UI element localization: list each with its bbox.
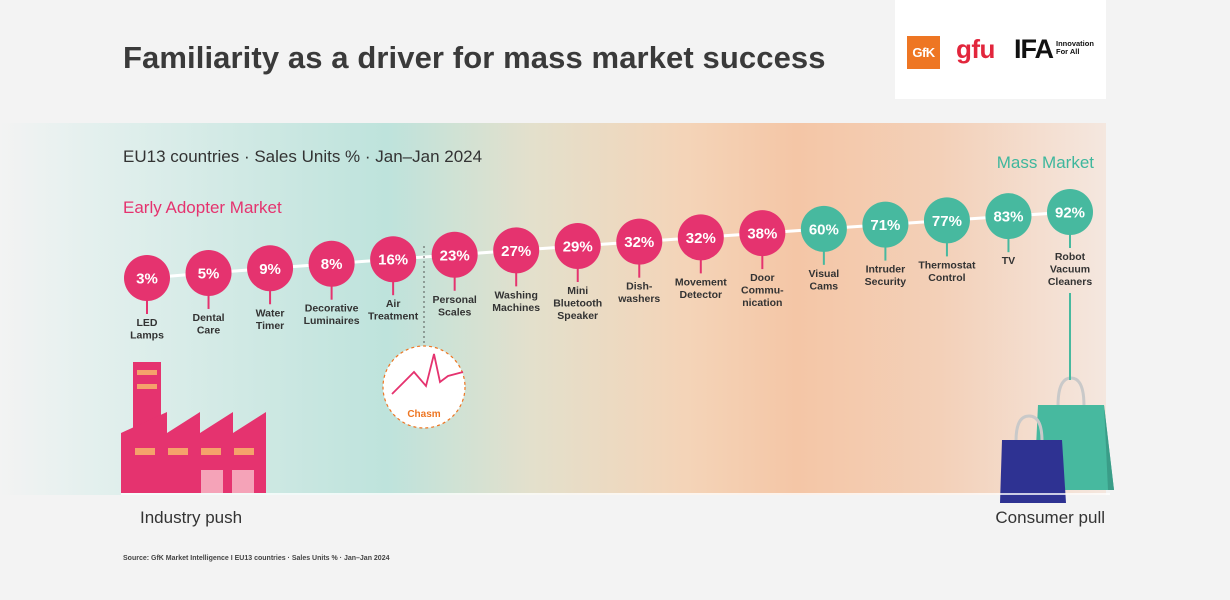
value-marker [247,245,294,292]
early-adopter-label: Early Adopter Market [123,198,282,217]
data-point: 32% Movement Detector [675,214,727,301]
value-label: 77% [932,213,962,230]
value-label: 16% [378,252,408,269]
value-marker [616,218,663,265]
value-marker [308,240,355,287]
category-label: Dental Care [192,312,224,337]
category-label: TV [1002,255,1015,267]
value-marker [554,223,601,270]
data-point: 32% Dish-washers [616,218,663,306]
data-point: 29% Mini Bluetooth Speaker [553,223,602,322]
industry-push-label: Industry push [140,508,243,527]
value-label: 38% [747,226,777,243]
category-label: Air Treatment [368,298,419,323]
category-label: Personal Scales [432,294,476,319]
value-label: 5% [198,265,220,282]
value-marker [185,249,232,296]
value-marker [1047,189,1093,235]
data-point: 8% Decorative Luminaires [304,240,360,328]
adoption-curve-line [146,210,1071,280]
data-point: 92% Robot Vacuum Cleaners [1047,189,1093,380]
category-label: LED Lamps [130,317,164,342]
value-label: 71% [870,217,900,234]
value-label: 60% [809,221,839,238]
value-marker [124,255,170,301]
data-point: 83% TV [985,193,1032,267]
value-marker [923,197,970,244]
value-marker [370,236,417,283]
value-label: 8% [321,256,343,273]
logo-panel: GfK gfu IFA Innovation For All [895,0,1106,99]
data-point: 16% Air Treatment [368,236,419,323]
value-label: 29% [563,239,593,256]
gfk-logo: GfK [907,36,940,69]
gfu-logo: gfu [956,34,995,64]
chasm-label: Chasm [407,409,440,420]
value-label: 32% [624,234,654,251]
category-label: Intruder Security [865,264,907,289]
category-label: Door Commu-nication [741,272,784,309]
category-label: Movement Detector [675,276,727,301]
consumer-pull-label: Consumer pull [995,508,1105,527]
ifa-logo: IFA [1014,34,1054,64]
category-label: Dish-washers [617,281,660,306]
data-point: 60% Visual Cams [800,205,847,293]
data-point: 9% Water Timer [247,245,294,332]
mass-market-label: Mass Market [996,153,1094,172]
category-label: Thermostat Control [918,259,976,284]
value-label: 92% [1055,205,1085,222]
value-marker [431,231,478,278]
value-marker [800,205,847,252]
value-marker [677,214,724,261]
category-label: Decorative Luminaires [304,303,360,328]
shopping-bags-icon [1000,376,1114,503]
value-label: 32% [686,230,716,247]
category-label: Robot Vacuum Cleaners [1048,251,1093,288]
category-label: Washing Machines [492,289,540,314]
adoption-curve [146,210,1071,280]
data-point: 38% Door Commu-nication [739,210,786,309]
value-label: 27% [501,243,531,260]
value-marker [985,193,1032,240]
factory-icon [121,362,266,493]
data-point: 5% Dental Care [185,249,232,337]
data-point: 23% Personal Scales [431,231,478,319]
data-point: 71% Intruder Security [862,201,909,289]
value-marker [493,227,540,274]
chasm-icon: Chasm [382,246,466,429]
category-label: Mini Bluetooth Speaker [553,285,602,322]
category-label: Visual Cams [808,268,839,293]
value-marker [739,210,786,257]
data-point: 77% Thermostat Control [918,197,976,284]
page-title: Familiarity as a driver for mass market … [123,40,826,75]
value-marker [862,201,909,248]
value-label: 3% [136,271,158,288]
data-point: 27% Washing Machines [492,227,540,314]
chart-subtitle: EU13 countries · Sales Units % · Jan–Jan… [123,147,483,166]
category-markers: 3% LED Lamps 5% Dental Care 9% Water Timer 8% Deco… [124,189,1093,380]
value-label: 9% [259,261,281,278]
value-label: 23% [440,247,470,264]
source-note: Source: GfK Market Intelligence I EU13 c… [123,555,390,562]
value-label: 83% [993,209,1023,226]
data-point: 3% LED Lamps [124,255,170,342]
ifa-tagline: Innovation For All [1056,39,1094,56]
category-label: Water Timer [256,307,285,332]
